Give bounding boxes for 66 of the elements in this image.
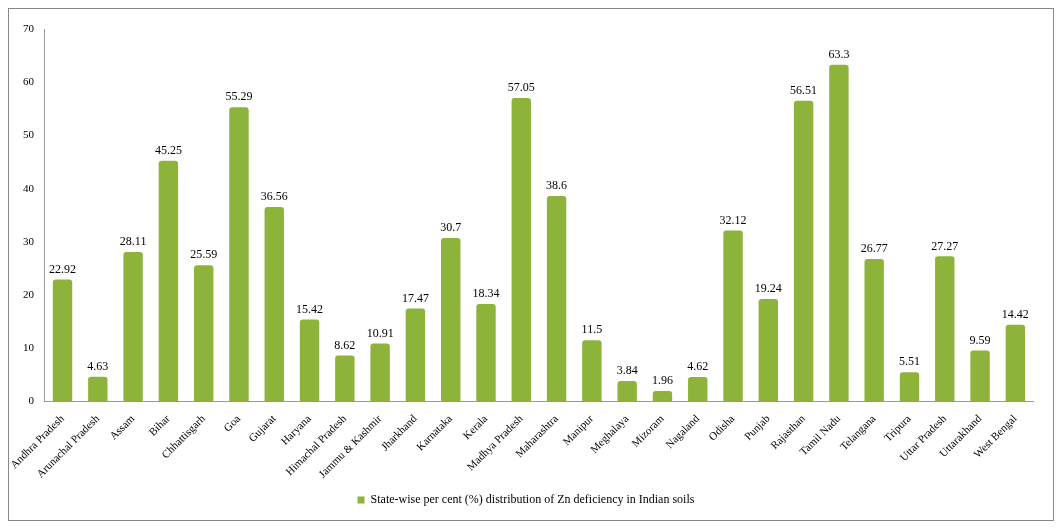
data-label: 26.77 (860, 241, 888, 256)
data-label: 30.7 (440, 220, 462, 235)
data-label: 25.59 (190, 247, 218, 262)
data-label: 10.91 (366, 325, 394, 340)
bar (511, 97, 531, 402)
data-label: 57.05 (507, 80, 535, 95)
bar (652, 391, 673, 402)
data-label: 17.47 (401, 290, 429, 305)
legend-label: State-wise per cent (%) distribution of Zn deficiency in Indian soils (370, 492, 695, 507)
y-tick-label: 20 (22, 287, 35, 300)
data-label: 19.24 (754, 281, 782, 296)
bar (405, 308, 426, 402)
bar (617, 381, 637, 402)
bar (264, 206, 284, 402)
data-label: 63.3 (828, 46, 850, 61)
y-tick-label: 10 (22, 341, 35, 354)
y-tick-label: 50 (22, 128, 35, 141)
bar (935, 256, 955, 402)
y-tick-label: 40 (22, 181, 35, 194)
bar (758, 299, 779, 402)
y-tick-label: 0 (28, 394, 35, 407)
bar (1005, 324, 1026, 402)
bar (88, 376, 108, 402)
data-label: 38.6 (546, 178, 568, 193)
bar (370, 343, 390, 402)
bar (193, 265, 214, 402)
data-label: 22.92 (49, 261, 77, 276)
data-label: 32.12 (719, 212, 747, 227)
data-label: 3.84 (616, 363, 638, 378)
data-label: 4.63 (87, 358, 109, 373)
data-label: 45.25 (154, 142, 182, 157)
bar (476, 303, 496, 402)
bar (158, 160, 179, 402)
bar (899, 372, 920, 402)
bar (299, 319, 320, 402)
bar (688, 376, 708, 402)
bar (546, 196, 567, 402)
bar (123, 251, 143, 402)
data-label: 4.62 (687, 359, 709, 374)
data-label: 18.34 (472, 286, 500, 301)
bar (793, 100, 814, 402)
data-label: 15.42 (296, 301, 324, 316)
data-label: 9.59 (969, 332, 991, 347)
data-label: 27.27 (931, 238, 959, 253)
bar (970, 350, 990, 402)
bar (441, 238, 461, 402)
data-label: 14.42 (1001, 306, 1029, 321)
bar (582, 340, 602, 402)
x-tick-label: Goa (220, 412, 243, 434)
data-label: 28.11 (119, 234, 147, 249)
data-label: 8.62 (334, 337, 356, 352)
y-tick-label: 70 (22, 21, 35, 34)
y-tick-label: 60 (22, 75, 35, 88)
data-label: 5.51 (898, 354, 920, 369)
bar (335, 355, 355, 402)
data-label: 56.51 (790, 82, 818, 97)
data-label: 1.96 (651, 373, 673, 388)
bar (723, 230, 743, 402)
bar (52, 279, 73, 402)
bar (229, 107, 249, 402)
data-label: 11.5 (581, 322, 603, 337)
bar (864, 259, 884, 402)
y-tick-label: 30 (22, 234, 35, 247)
data-label: 55.29 (225, 89, 253, 104)
bar (829, 64, 849, 402)
data-label: 36.56 (260, 189, 288, 204)
